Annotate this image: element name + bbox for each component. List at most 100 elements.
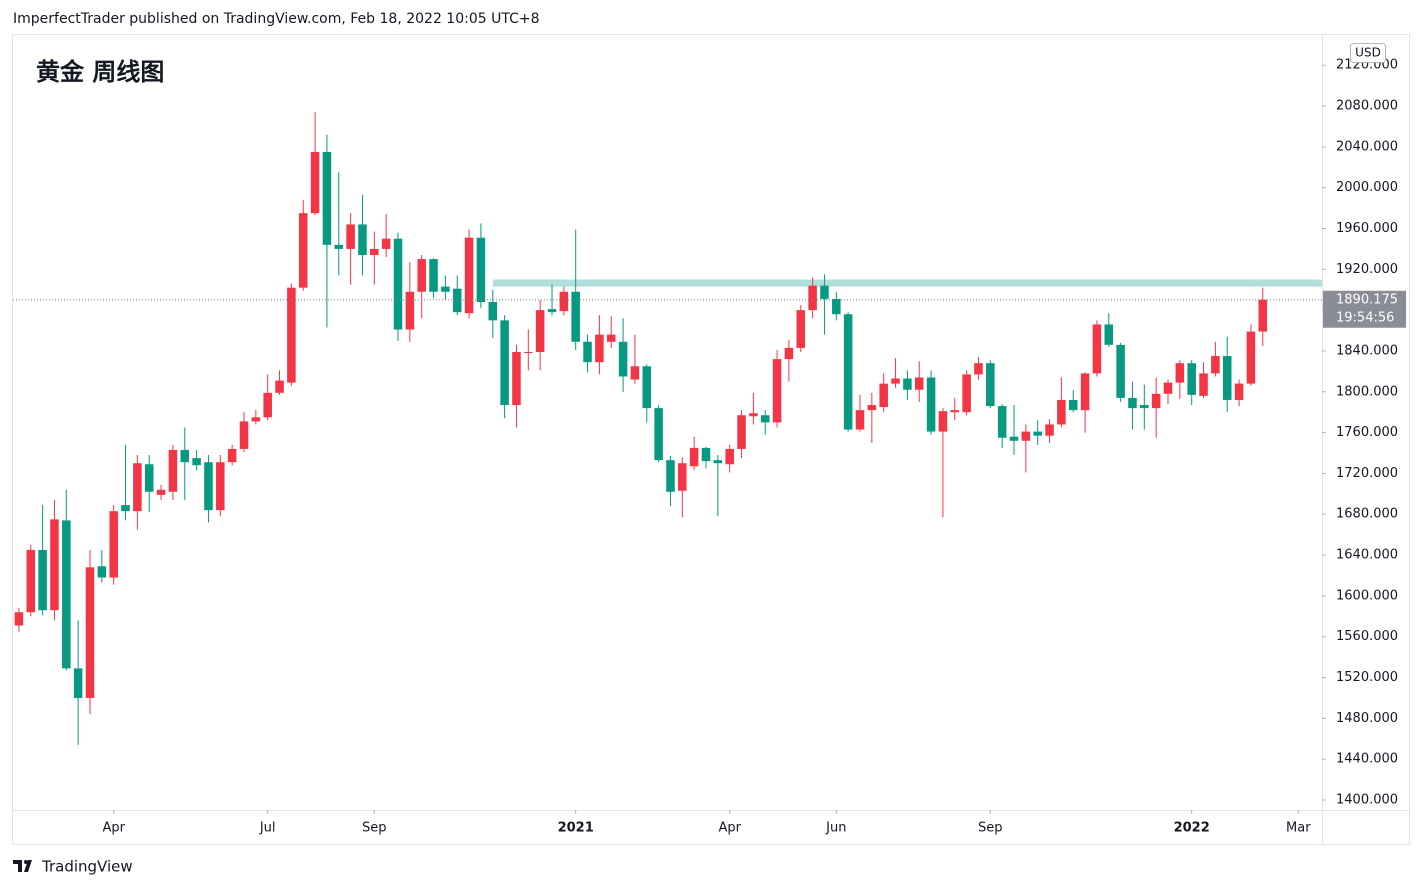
countdown-label: 19:54:56	[1336, 310, 1394, 325]
candle-body	[393, 238, 403, 330]
candle-body	[1057, 399, 1066, 425]
candle-body	[85, 567, 95, 698]
candle-body	[654, 408, 663, 461]
candle-body	[370, 248, 379, 256]
y-tick-label: 1480.000	[1336, 711, 1398, 726]
y-tick-label: 1720.000	[1336, 466, 1398, 481]
candle-body	[133, 463, 142, 512]
candle-body	[275, 380, 284, 393]
x-tick-label: 2022	[1174, 821, 1210, 836]
logo-dot	[24, 860, 28, 864]
candle-body	[405, 291, 415, 330]
last-price-box	[1323, 290, 1406, 328]
candle-body	[1258, 299, 1268, 332]
tradingview-logo	[13, 860, 32, 872]
y-tick-label: 2040.000	[1336, 139, 1398, 154]
candle-body	[1092, 324, 1102, 374]
candle-body	[381, 238, 391, 249]
candle-body	[1080, 373, 1090, 411]
candle-body	[891, 378, 900, 384]
x-tick-label: Jul	[259, 821, 276, 836]
candle-body	[1045, 424, 1054, 436]
candle-body	[796, 310, 806, 348]
candle-body	[974, 363, 983, 375]
candle-body	[476, 237, 486, 302]
candle-body	[820, 285, 829, 299]
x-tick-label: Sep	[362, 821, 387, 836]
candle-body	[322, 151, 332, 245]
candle-body	[452, 288, 462, 313]
candle-body	[239, 421, 249, 449]
candle-body	[180, 449, 190, 463]
candle-body	[903, 378, 912, 390]
candle-body	[512, 351, 521, 406]
y-tick-label: 1560.000	[1336, 629, 1398, 644]
candle-body	[926, 377, 936, 432]
x-tick-label: Jun	[825, 821, 846, 836]
candle-body	[737, 415, 746, 449]
candle-body	[263, 392, 272, 418]
candle-body	[1234, 383, 1244, 400]
footer-brand: TradingView	[41, 858, 133, 876]
axes: 1400.000 1440.000 1480.000 1520.000 1560.000…	[102, 58, 1406, 836]
candle-body	[760, 415, 770, 423]
candle-body	[1116, 344, 1125, 398]
candle-body	[784, 347, 794, 360]
candle-body	[464, 237, 474, 314]
candle-body	[168, 449, 178, 492]
candle-body	[1222, 356, 1232, 400]
candle-body	[583, 341, 592, 363]
candle-body	[713, 460, 723, 464]
candle-body	[1199, 373, 1208, 396]
y-tick-label: 1440.000	[1336, 752, 1398, 767]
candle-body	[62, 520, 71, 669]
candle-body	[1128, 397, 1137, 409]
resistance-zone	[492, 279, 1322, 287]
candle-body	[156, 489, 166, 495]
candle-body	[417, 259, 426, 292]
candle-body	[962, 374, 971, 413]
candle-body	[441, 286, 450, 292]
x-tick-label: Sep	[978, 821, 1003, 836]
candle-body	[216, 462, 225, 511]
last-price-label: 1890.175	[1336, 292, 1398, 307]
y-tick-label: 1800.000	[1336, 384, 1398, 399]
candle-body	[310, 151, 320, 214]
publisher-header: ImperfectTrader published on TradingView…	[13, 11, 540, 27]
candle-body	[772, 359, 782, 423]
y-tick-label: 1600.000	[1336, 588, 1398, 603]
candle-body	[630, 366, 640, 380]
candle-body	[429, 259, 438, 292]
candle-body	[1163, 382, 1173, 394]
candle-body	[251, 417, 261, 422]
y-tick-label: 1760.000	[1336, 425, 1398, 440]
candle-body	[287, 287, 296, 383]
currency-badge	[1350, 43, 1386, 63]
candle-body	[950, 410, 960, 413]
candle-body	[334, 244, 344, 249]
chart-title: 黄金 周线图	[36, 58, 164, 86]
x-tick-label: Apr	[102, 821, 125, 836]
candle-body	[1140, 405, 1149, 409]
candle-body	[298, 213, 308, 288]
y-tick-label: 1960.000	[1336, 221, 1398, 236]
candle-body	[192, 458, 201, 466]
candle-body	[204, 462, 213, 511]
candle-body	[1175, 363, 1185, 383]
candle-body	[346, 224, 355, 249]
plot-area	[13, 112, 1322, 745]
candle-body	[938, 411, 948, 432]
currency-label: USD	[1355, 46, 1381, 60]
candle-body	[14, 612, 24, 626]
candle-body	[73, 668, 83, 698]
candle-body	[121, 505, 130, 512]
candle-body	[559, 291, 569, 312]
candle-body	[1021, 431, 1031, 441]
candle-body	[1246, 331, 1256, 384]
y-tick-label: 1680.000	[1336, 507, 1398, 522]
y-tick-label: 1400.000	[1336, 792, 1398, 807]
candle-body	[50, 519, 59, 611]
candle-body	[595, 334, 604, 363]
